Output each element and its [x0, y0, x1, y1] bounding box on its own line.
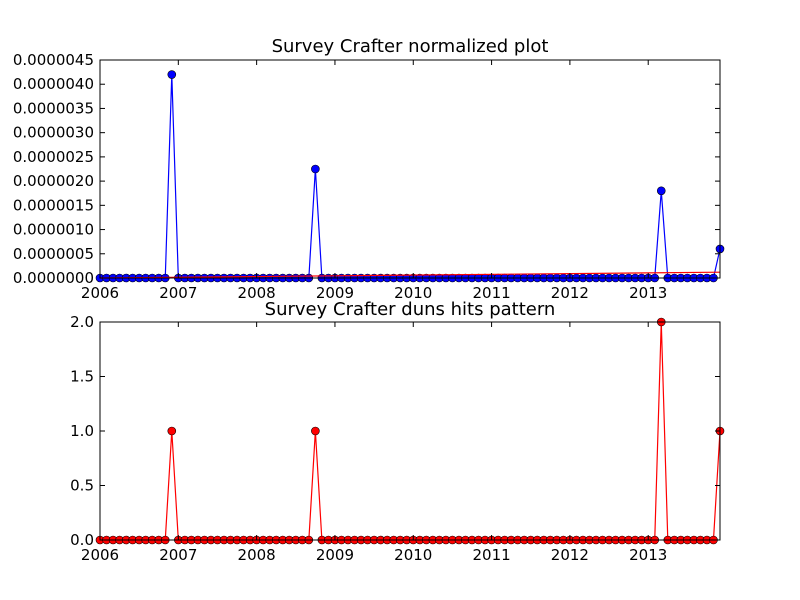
normalized-plot-chart: Survey Crafter normalized plot 2006 2007 2… — [13, 36, 725, 302]
normalized-plot-frame — [99, 59, 721, 279]
normalized-plot-y-tick-label: 0.0000015 — [13, 196, 94, 214]
normalized-plot-x-tick-label: 2011 — [472, 284, 510, 302]
duns-hits-ticks: 2006 2007 2008 2009 2010 2011 2012 2013 0.0 0.5 1.… — [70, 313, 720, 564]
duns-hits-x-tick-label: 2009 — [316, 546, 354, 564]
duns-hits-data-point — [167, 426, 177, 436]
duns-hits-y-tick-label: 0.0 — [70, 531, 94, 549]
duns-hits-chart: Survey Crafter duns hits pattern 2006 200… — [70, 299, 725, 564]
duns-hits-y-tick-label: 1.0 — [70, 422, 94, 440]
normalized-plot-x-tick-label: 2010 — [394, 284, 432, 302]
normalized-plot-x-tick-label: 2009 — [316, 284, 354, 302]
normalized-plot-series-1-line — [99, 271, 721, 279]
normalized-plot-y-tick-label: 0.0000005 — [13, 245, 94, 263]
duns-hits-x-tick-label: 2008 — [238, 546, 276, 564]
duns-hits-title: Survey Crafter duns hits pattern — [265, 299, 556, 320]
normalized-plot-y-tick-label: 0.0000010 — [13, 221, 94, 239]
duns-hits-x-tick-label: 2013 — [629, 546, 667, 564]
normalized-plot-y-tick-label: 0.0000045 — [13, 51, 94, 69]
normalized-plot-x-tick-label: 2012 — [551, 284, 589, 302]
duns-hits-x-tick-label: 2012 — [551, 546, 589, 564]
normalized-plot-data-point — [311, 164, 320, 174]
normalized-plot-data-point — [656, 186, 666, 196]
normalized-plot-x-tick-label: 2013 — [629, 284, 667, 302]
normalized-plot-title: Survey Crafter normalized plot — [272, 36, 549, 57]
normalized-plot-y-tick-label: 0.0000035 — [13, 99, 94, 117]
normalized-plot-x-tick-label: 2007 — [159, 284, 197, 302]
normalized-plot-data-point — [167, 70, 177, 79]
duns-hits-x-tick-label: 2006 — [81, 546, 119, 564]
duns-hits-x-tick-label: 2011 — [472, 546, 510, 564]
duns-hits-x-tick-label: 2007 — [159, 546, 197, 564]
normalized-plot-x-tick-label: 2006 — [81, 284, 119, 302]
normalized-plot-y-tick-label: 0.0000025 — [13, 148, 94, 166]
normalized-plot-y-tick-label: 0.0000020 — [13, 172, 94, 190]
duns-hits-x-tick-label: 2010 — [394, 546, 432, 564]
duns-hits-y-tick-label: 0.5 — [70, 477, 94, 495]
duns-hits-y-tick-label: 2.0 — [70, 313, 94, 331]
normalized-plot-y-tick-label: 0.0000030 — [13, 124, 94, 142]
normalized-plot-ticks: 2006 2007 2008 2009 2010 2011 2012 2013 0.000000… — [13, 51, 720, 302]
normalized-plot-y-tick-label: 0.0000000 — [13, 269, 94, 287]
duns-hits-data-point — [311, 426, 320, 436]
normalized-plot-x-tick-label: 2008 — [238, 284, 276, 302]
normalized-plot-y-tick-label: 0.0000040 — [13, 75, 94, 93]
duns-hits-y-tick-label: 1.5 — [70, 368, 94, 386]
